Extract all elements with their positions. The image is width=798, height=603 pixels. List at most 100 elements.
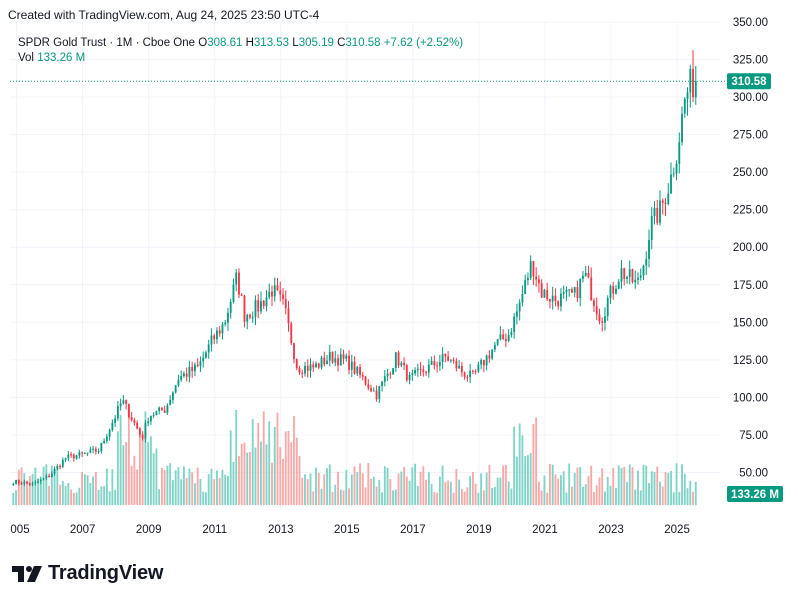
candle-body bbox=[427, 364, 430, 373]
y-tick-label: 250.00 bbox=[733, 167, 768, 179]
volume-bar bbox=[397, 473, 400, 505]
volume-bar bbox=[568, 463, 571, 505]
volume-bar bbox=[593, 491, 595, 505]
volume-bar bbox=[645, 465, 648, 505]
candle-body bbox=[573, 287, 576, 293]
volume-bar bbox=[560, 475, 562, 505]
candle-body bbox=[130, 417, 133, 421]
candle-body bbox=[67, 454, 70, 459]
candle-body bbox=[532, 261, 535, 277]
candle-body bbox=[254, 300, 257, 318]
volume-bar bbox=[31, 474, 34, 505]
volume-bar bbox=[414, 463, 417, 505]
volume-bar bbox=[364, 487, 367, 505]
volume-bar bbox=[108, 491, 111, 505]
x-tick-label: 2021 bbox=[532, 524, 558, 536]
candle-body bbox=[323, 357, 326, 365]
candle-body bbox=[224, 322, 227, 325]
candle-body bbox=[48, 475, 51, 478]
candle-body bbox=[689, 69, 692, 93]
volume-bar bbox=[213, 479, 216, 505]
volume-bar bbox=[565, 492, 568, 505]
volume-bar bbox=[430, 484, 433, 505]
tradingview-logo[interactable]: TradingView bbox=[12, 562, 163, 585]
volume-bar bbox=[97, 489, 100, 505]
candle-body bbox=[650, 216, 653, 241]
candle-body bbox=[576, 287, 579, 299]
candle-body bbox=[491, 349, 494, 359]
candle-body bbox=[469, 370, 472, 378]
candle-body bbox=[546, 289, 549, 300]
candle-body bbox=[425, 372, 428, 374]
candle-body bbox=[408, 374, 411, 381]
volume-bar bbox=[628, 464, 631, 505]
candle-body bbox=[631, 269, 634, 283]
volume-bar bbox=[562, 471, 565, 505]
volume-bar bbox=[191, 472, 194, 505]
volume-bar bbox=[127, 409, 130, 505]
volume-bar bbox=[39, 482, 42, 505]
volume-bar bbox=[694, 481, 697, 505]
candle-body bbox=[359, 367, 361, 375]
volume-bar bbox=[345, 469, 348, 505]
volume-bar bbox=[422, 466, 425, 505]
volume-bar bbox=[50, 465, 53, 505]
volume-bar bbox=[273, 426, 276, 505]
symbol-label: SPDR Gold Trust · 1M · Cboe One bbox=[18, 37, 196, 49]
volume-bar bbox=[81, 472, 84, 505]
y-tick-label: 50.00 bbox=[739, 467, 768, 479]
candle-body bbox=[653, 207, 656, 217]
candle-body bbox=[452, 359, 455, 361]
volume-bar bbox=[100, 486, 103, 505]
volume-bar bbox=[23, 473, 26, 505]
volume-bar bbox=[463, 491, 466, 505]
candle-body bbox=[279, 290, 282, 295]
volume-bar bbox=[595, 485, 598, 505]
volume-bar bbox=[12, 492, 15, 505]
volume-bar bbox=[356, 472, 359, 505]
volume-bar bbox=[149, 436, 152, 505]
candle-body bbox=[293, 343, 295, 360]
x-tick-label: 2009 bbox=[136, 524, 162, 536]
candle-body bbox=[670, 174, 672, 194]
volume-bar bbox=[485, 472, 488, 505]
candle-body bbox=[560, 293, 562, 307]
candle-body bbox=[656, 207, 659, 223]
volume-bar bbox=[122, 445, 125, 505]
volume-bar bbox=[551, 464, 554, 505]
candle-body bbox=[147, 421, 150, 424]
y-tick-label: 300.00 bbox=[733, 92, 768, 104]
x-tick-label: 2015 bbox=[334, 524, 360, 536]
tradingview-logo-icon bbox=[12, 565, 42, 582]
volume-bar bbox=[94, 471, 97, 505]
candle-body bbox=[664, 202, 667, 205]
candle-body bbox=[141, 434, 144, 439]
volume-bar bbox=[513, 426, 516, 505]
volume-bar bbox=[648, 483, 650, 505]
price-chart[interactable]: 50.00 75.00 100.00 125.00 150.00 175.00 200.00… bbox=[0, 0, 798, 550]
candle-body bbox=[317, 363, 320, 368]
open-key: O bbox=[198, 37, 208, 49]
candle-body bbox=[257, 300, 260, 312]
volume-bar bbox=[683, 473, 686, 505]
volume-bar bbox=[493, 486, 496, 505]
candle-body bbox=[659, 200, 661, 223]
candle-body bbox=[191, 367, 194, 372]
open-value: 308.61 bbox=[207, 37, 243, 49]
candle-body bbox=[493, 344, 496, 350]
candle-body bbox=[306, 365, 309, 371]
volume-bar bbox=[279, 447, 282, 505]
candle-body bbox=[169, 399, 172, 406]
volume-bar bbox=[378, 479, 381, 505]
volume-bar bbox=[235, 410, 238, 505]
volume-bar bbox=[295, 437, 298, 505]
x-tick-label: 2013 bbox=[268, 524, 294, 536]
candle-body bbox=[364, 376, 367, 385]
candle-body bbox=[551, 295, 554, 302]
candle-body bbox=[612, 285, 615, 294]
candle-body bbox=[59, 465, 62, 467]
volume-bar bbox=[210, 468, 213, 505]
candle-body bbox=[320, 357, 323, 368]
volume-bar bbox=[466, 487, 469, 505]
volume-bar bbox=[623, 466, 626, 505]
